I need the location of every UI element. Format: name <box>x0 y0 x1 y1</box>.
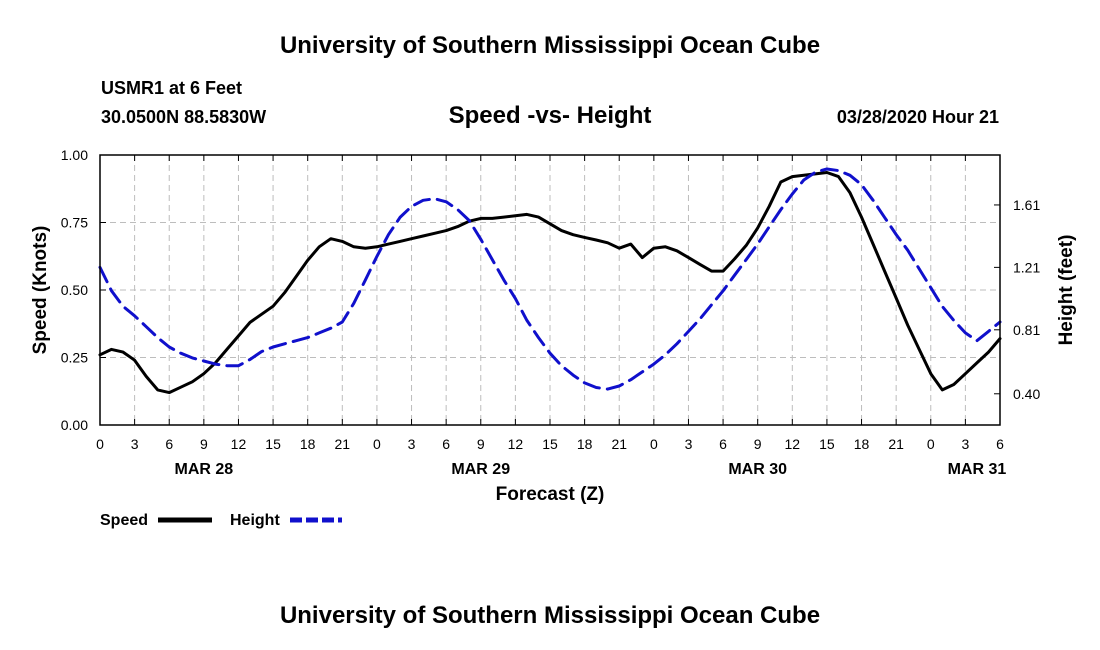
x-tick-label: 3 <box>408 436 416 452</box>
y2-tick-label: 0.40 <box>1013 386 1040 402</box>
x-tick-label: 15 <box>819 436 835 452</box>
axis-layer: 0 3 6 9 12 15 18 21 0 3 6 9 12 15 18 21 0 3 6 9 12 15 18 21 0 3 6M… <box>61 147 1041 478</box>
x-axis-label: Forecast (Z) <box>496 484 605 505</box>
y2-tick-label: 1.61 <box>1013 197 1040 213</box>
x-tick-label: 0 <box>650 436 658 452</box>
legend: Speed Height <box>100 512 342 529</box>
chart-title: University of Southern Mississippi Ocean… <box>279 32 821 59</box>
x-tick-label: 15 <box>265 436 281 452</box>
y-tick-label: 0.00 <box>61 417 88 433</box>
datetime-label: 03/28/2020 Hour 21 <box>836 107 999 127</box>
x-tick-label: 3 <box>685 436 693 452</box>
day-label: MAR 31 <box>948 461 1007 478</box>
x-tick-label: 21 <box>888 436 904 452</box>
location-label: 30.0500N 88.5830W <box>101 107 267 127</box>
y-axis-label: Speed (Knots) <box>30 226 51 355</box>
y2-tick-label: 1.21 <box>1013 259 1040 275</box>
x-tick-label: 21 <box>611 436 627 452</box>
x-tick-label: 21 <box>335 436 351 452</box>
series-layer <box>98 167 1002 395</box>
y-tick-label: 0.75 <box>61 215 88 231</box>
x-tick-label: 6 <box>442 436 450 452</box>
day-label: MAR 30 <box>728 461 787 478</box>
x-tick-label: 6 <box>165 436 173 452</box>
y2-tick-label: 0.81 <box>1013 322 1040 338</box>
grid-layer <box>100 155 1000 425</box>
x-tick-label: 3 <box>131 436 139 452</box>
y2-axis-label: Height (feet) <box>1056 235 1077 346</box>
day-label: MAR 29 <box>451 461 510 478</box>
x-tick-label: 18 <box>300 436 316 452</box>
height-series-line <box>98 167 1002 391</box>
x-tick-label: 0 <box>96 436 104 452</box>
x-tick-label: 12 <box>231 436 247 452</box>
x-tick-label: 12 <box>508 436 524 452</box>
x-tick-label: 9 <box>754 436 762 452</box>
x-tick-label: 15 <box>542 436 558 452</box>
x-tick-label: 3 <box>961 436 969 452</box>
legend-height-label: Height <box>230 512 280 529</box>
speed-series-line <box>98 171 1002 395</box>
x-tick-label: 0 <box>373 436 381 452</box>
day-label: MAR 28 <box>175 461 234 478</box>
x-tick-label: 6 <box>996 436 1004 452</box>
x-tick-label: 12 <box>785 436 801 452</box>
x-tick-label: 6 <box>719 436 727 452</box>
legend-speed-label: Speed <box>100 512 148 529</box>
x-tick-label: 18 <box>577 436 593 452</box>
station-label: USMR1 at 6 Feet <box>101 78 243 98</box>
footer-title: University of Southern Mississippi Ocean… <box>279 602 821 629</box>
chart-subtitle: Speed -vs- Height <box>448 102 652 129</box>
x-tick-label: 9 <box>200 436 208 452</box>
x-tick-label: 18 <box>854 436 870 452</box>
y-tick-label: 1.00 <box>61 147 88 163</box>
x-tick-label: 0 <box>927 436 935 452</box>
x-tick-label: 9 <box>477 436 485 452</box>
y-tick-label: 0.25 <box>61 350 88 366</box>
y-tick-label: 0.50 <box>61 282 88 298</box>
